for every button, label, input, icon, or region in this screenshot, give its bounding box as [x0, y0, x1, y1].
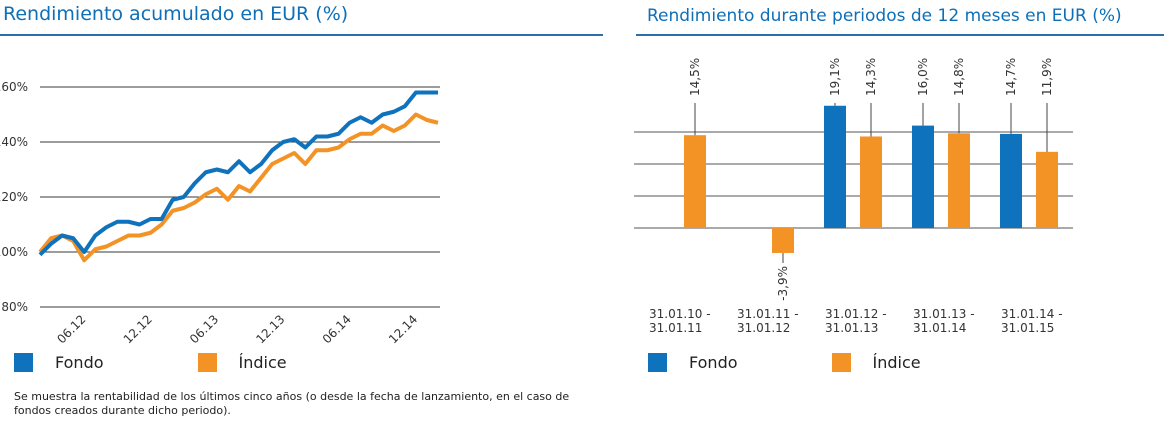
right-legend: Fondo Índice — [648, 353, 969, 372]
category-label: 31.01.10 - — [649, 307, 711, 321]
legend-swatch-fondo-right — [648, 353, 667, 372]
footnote: Se muestra la rentabilidad de los último… — [14, 390, 570, 417]
value-label: 14,8% — [952, 58, 966, 96]
right-title-rule — [636, 34, 1164, 36]
legend-item-indice: Índice — [197, 353, 287, 372]
right-chart-title: Rendimiento durante periodos de 12 meses… — [647, 6, 1122, 26]
value-label: -3,9% — [776, 266, 790, 301]
value-label: 11,9% — [1040, 58, 1054, 96]
value-label: 16,0% — [916, 58, 930, 96]
category-label: 31.01.13 - — [913, 307, 975, 321]
category-label: 31.01.14 — [913, 321, 966, 335]
bar-fondo — [824, 105, 846, 228]
legend-item-fondo-right: Fondo — [648, 353, 738, 372]
legend-item-indice-right: Índice — [831, 353, 921, 372]
left-chart-title: Rendimiento acumulado en EUR (%) — [3, 3, 349, 25]
legend-label-fondo-right: Fondo — [689, 353, 738, 372]
category-label: 31.01.14 - — [1001, 307, 1063, 321]
series-line-indice — [38, 112, 439, 263]
y-tick-label: 100% — [0, 245, 28, 259]
category-label: 31.01.12 — [737, 321, 790, 335]
legend-label-indice-right: Índice — [872, 353, 921, 372]
bar-indice — [772, 228, 794, 253]
legend-swatch-fondo — [14, 353, 33, 372]
value-label: 14,5% — [688, 58, 702, 96]
category-label: 31.01.13 — [825, 321, 878, 335]
legend-swatch-indice-right — [831, 353, 851, 372]
legend-item-fondo: Fondo — [14, 353, 104, 372]
value-label: 14,7% — [1004, 58, 1018, 96]
category-label: 31.01.12 - — [825, 307, 887, 321]
legend-label-indice: Índice — [238, 353, 287, 372]
y-tick-label: 120% — [0, 190, 28, 204]
bar-fondo — [1000, 133, 1022, 228]
value-label: 19,1% — [828, 58, 842, 96]
bar-indice — [860, 136, 882, 228]
left-legend: Fondo Índice — [14, 353, 335, 372]
category-label: 31.01.11 — [649, 321, 702, 335]
value-label: 14,3% — [864, 58, 878, 96]
bar-indice — [1036, 151, 1058, 228]
legend-swatch-indice — [197, 353, 217, 372]
left-title-rule — [0, 34, 603, 36]
category-label: 31.01.11 - — [737, 307, 799, 321]
series-line-fondo — [38, 90, 438, 257]
category-label: 31.01.15 — [1001, 321, 1054, 335]
legend-label-fondo: Fondo — [55, 353, 104, 372]
bar-indice — [684, 135, 706, 228]
y-tick-label: 160% — [0, 80, 28, 94]
bar-fondo — [912, 125, 934, 228]
bar-indice — [948, 133, 970, 228]
y-tick-label: 80% — [1, 300, 28, 314]
y-tick-label: 140% — [0, 135, 28, 149]
